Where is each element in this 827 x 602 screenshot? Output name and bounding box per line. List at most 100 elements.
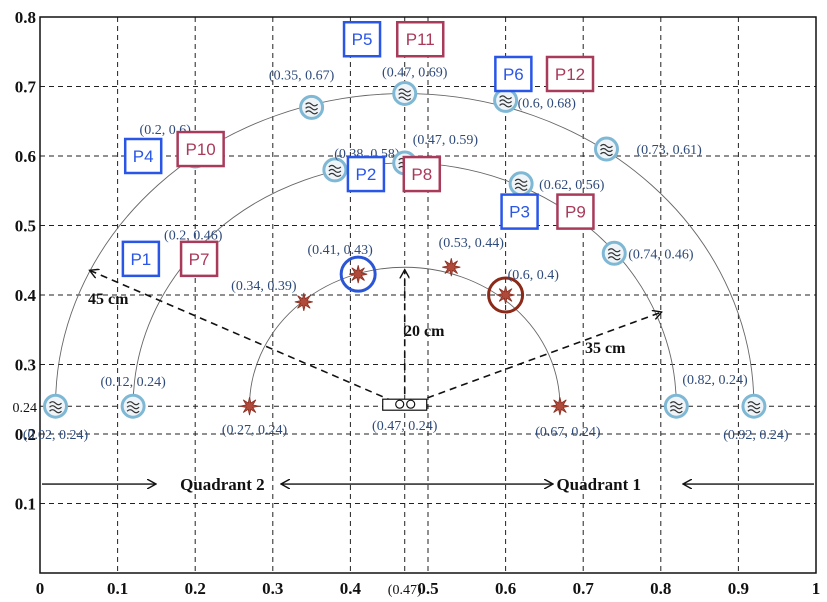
x-tick-label: 1 <box>812 579 821 598</box>
array-element <box>406 399 416 409</box>
microphone-marker <box>663 393 689 419</box>
microphone-marker <box>120 393 146 419</box>
microphone-wave-icon <box>607 248 621 261</box>
position-label: P3 <box>509 203 530 222</box>
quadrant-label: Quadrant 2 <box>180 475 265 494</box>
microphone-marker <box>299 94 325 120</box>
microphone-wave-icon <box>600 143 613 157</box>
microphone-label: (0.82, 0.24) <box>682 373 748 388</box>
source-star-icon <box>496 285 515 305</box>
position-label: P9 <box>565 203 586 222</box>
position-label: P5 <box>352 30 373 49</box>
highlight-ring <box>339 255 377 293</box>
radius-label: 45 cm <box>88 291 129 308</box>
position-label: P4 <box>133 147 154 166</box>
distance-arc <box>249 266 561 407</box>
position-box <box>494 55 533 93</box>
quadrant-label: Quadrant 1 <box>556 475 641 494</box>
x-tick-label: 0 <box>36 579 45 598</box>
microphone-label: (0.92, 0.24) <box>723 428 789 443</box>
position-box <box>342 20 382 58</box>
microphone-wave-icon <box>398 88 412 101</box>
source-star-icon <box>442 258 461 277</box>
source-label: (0.67, 0.24) <box>535 425 601 440</box>
source-label: (0.41, 0.43) <box>307 243 373 258</box>
highlight-ring <box>487 276 525 314</box>
plot-frame <box>39 16 817 574</box>
microphone-marker <box>593 136 619 162</box>
microphone-label: (0.74, 0.46) <box>628 247 694 262</box>
position-box <box>556 193 595 230</box>
x-tick-label: 0.9 <box>728 579 749 598</box>
radius-label: 20 cm <box>404 323 445 340</box>
microphone-label: (0.62, 0.56) <box>539 178 605 193</box>
source-label: (0.27, 0.24) <box>222 423 288 438</box>
microphone-marker <box>43 393 69 419</box>
source-star-icon <box>349 265 368 284</box>
x-tick-label: (0.47) <box>388 583 422 598</box>
source-label: (0.6, 0.4) <box>508 268 560 283</box>
x-tick-label: 0.2 <box>185 579 206 598</box>
radius-arrow <box>404 312 661 407</box>
x-tick-label: 0.8 <box>650 579 671 598</box>
microphone-wave-icon <box>499 95 513 108</box>
microphone-wave-icon <box>669 401 683 414</box>
array-element <box>395 399 405 409</box>
position-label: P7 <box>189 250 210 269</box>
position-label: P6 <box>503 65 524 84</box>
array-board <box>382 398 428 411</box>
position-box <box>179 240 219 278</box>
radius-arrow <box>90 271 406 407</box>
y-tick-label: 0.5 <box>15 217 36 236</box>
position-label: P11 <box>406 30 435 49</box>
microphone-marker <box>322 157 348 183</box>
microphone-label: (0.2, 0.46) <box>164 228 223 243</box>
position-box <box>346 155 386 193</box>
microphone-label: (0.35, 0.67) <box>269 68 335 83</box>
microphone-label: (0.12, 0.24) <box>100 375 166 390</box>
source-label: (0.34, 0.39) <box>231 279 297 294</box>
y-tick-label: 0.7 <box>15 78 37 97</box>
y-tick-label: 0.4 <box>15 286 37 305</box>
microphone-wave-icon <box>49 401 62 414</box>
position-label: P12 <box>555 65 585 84</box>
y-tick-label: 0.24 <box>13 401 38 416</box>
y-tick-label: 0.2 <box>15 425 36 444</box>
x-tick-label: 0.5 <box>417 579 438 598</box>
position-label: P10 <box>186 140 216 159</box>
position-label: P1 <box>130 250 151 269</box>
y-tick-label: 0.1 <box>15 495 36 514</box>
radius-label: 35 cm <box>585 340 626 357</box>
x-tick-label: 0.1 <box>107 579 128 598</box>
position-box <box>395 20 445 58</box>
source-star-icon <box>550 397 569 416</box>
microphone-marker <box>508 171 534 197</box>
microphone-label: (0.73, 0.61) <box>636 143 702 158</box>
microphone-wave-icon <box>747 401 761 414</box>
x-tick-label: 0.6 <box>495 579 516 598</box>
microphone-label: (0.47, 0.59) <box>413 133 479 148</box>
position-box <box>402 155 442 193</box>
x-tick-label: 0.4 <box>340 579 362 598</box>
position-box <box>500 193 539 230</box>
microphone-wave-icon <box>305 102 319 115</box>
y-tick-label: 0.6 <box>15 147 36 166</box>
microphone-wave-icon <box>514 178 528 191</box>
position-box <box>545 55 595 93</box>
position-box <box>123 137 163 175</box>
source-star-icon <box>294 292 313 311</box>
microphone-marker <box>493 87 519 113</box>
source-star-icon <box>240 397 259 416</box>
y-tick-label: 0.3 <box>15 356 36 375</box>
x-tick-label: 0.3 <box>262 579 283 598</box>
center-label: (0.47, 0.24) <box>372 419 438 434</box>
position-label: P8 <box>411 165 432 184</box>
microphone-label: (0.47, 0.69) <box>382 65 448 80</box>
x-tick-label: 0.7 <box>573 579 595 598</box>
y-tick-label: 0.8 <box>15 8 36 27</box>
microphone-marker <box>392 80 418 106</box>
microphone-label: (0.6, 0.68) <box>518 96 577 111</box>
microphone-marker <box>601 240 627 266</box>
position-box <box>176 130 225 168</box>
